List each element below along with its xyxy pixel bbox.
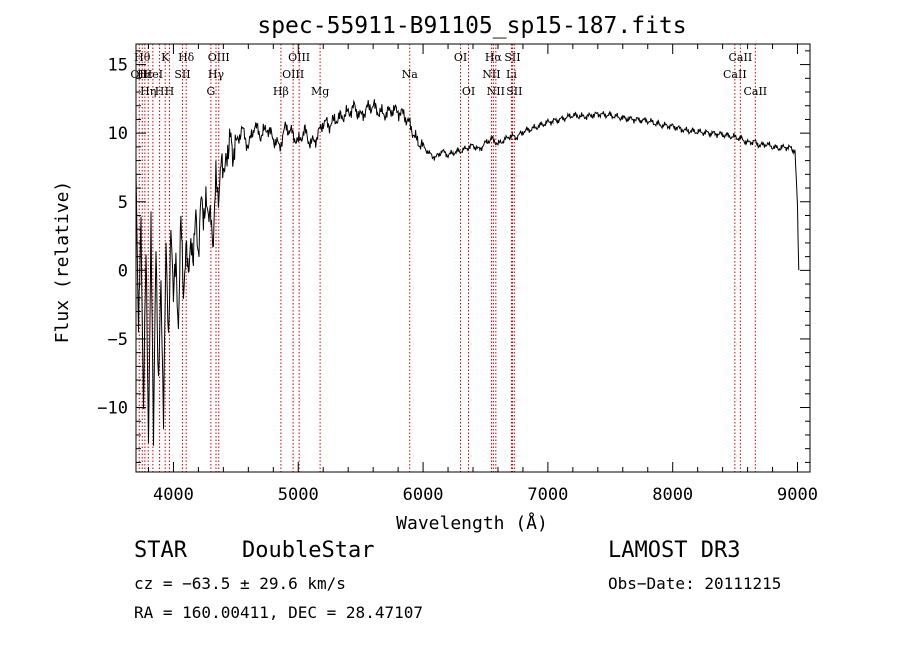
x-tick-label-5: 9000 [777,485,818,505]
x-tick-label-4: 8000 [652,485,693,505]
line-marker-label-12: OIII [208,51,230,64]
axes: 4000 5000 6000 7000 8000 9000 −10 −5 0 5 10 15 [97,43,818,505]
x-tick-label-0: 4000 [153,485,194,505]
line-marker-label-9: Hδ [178,51,195,64]
line-marker-label-7: H [165,85,175,98]
line-marker-label-23: Li [506,68,517,81]
line-marker-label-28: CaII [743,85,767,98]
x-tick-label-2: 6000 [403,485,444,505]
line-marker-label-5: H [155,85,165,98]
line-marker-label-1: Hθ [134,51,151,64]
x-tick-label-3: 7000 [527,485,568,505]
object-class: STAR [134,538,187,563]
spectrum-line [135,99,800,446]
y-tick-label-0: −10 [97,399,128,419]
redshift-cz: cz = −63.5 ± 29.6 km/s [134,574,346,593]
object-subclass: DoubleStar [242,538,375,563]
x-tick-label-1: 5000 [278,485,319,505]
spectrum-series [135,99,800,446]
line-marker-label-26: CaII [723,68,747,81]
line-marker-label-13: Hβ [273,85,289,98]
line-marker-label-11: Hγ [208,68,225,81]
line-marker-label-25: SII [506,85,522,98]
line-marker-label-4: HeI [143,68,163,81]
y-tick-label-2: 0 [118,261,128,281]
obs-date: Obs−Date: 20111215 [608,574,782,593]
chart-title: spec-55911-B91105_sp15-187.fits [257,13,686,39]
line-marker-label-17: Na [402,68,419,81]
line-marker-label-20: NII [482,68,500,81]
y-tick-label-5: 15 [108,56,128,76]
x-axis-label: Wavelength (Å) [396,512,548,534]
line-marker-label-18: OI [454,51,467,64]
line-marker-label-8: SII [174,68,190,81]
y-tick-label-4: 10 [108,124,128,144]
line-marker-label-27: CaII [729,51,753,64]
line-marker-label-6: K [161,51,170,64]
y-tick-label-3: 5 [118,193,128,213]
line-marker-label-19: OI [462,85,475,98]
line-marker-label-14: OIII [282,68,304,81]
line-marker-label-3: Hη [140,85,156,98]
ra-dec: RA = 160.00411, DEC = 28.47107 [134,603,423,622]
line-marker-label-16: Mg [311,85,329,98]
line-marker-label-24: SII [504,51,520,64]
line-marker-label-10: G [206,85,215,98]
y-axis-label: Flux (relative) [52,181,73,344]
line-marker-label-21: Hα [485,51,503,64]
survey-name: LAMOST DR3 [608,538,741,563]
line-marker-label-15: OIII [288,51,310,64]
line-marker-label-2: Hε [137,68,153,81]
line-marker-label-0: OII [130,68,148,81]
line-marker-label-22: NII [487,85,505,98]
y-tick-label-1: −5 [108,330,128,350]
